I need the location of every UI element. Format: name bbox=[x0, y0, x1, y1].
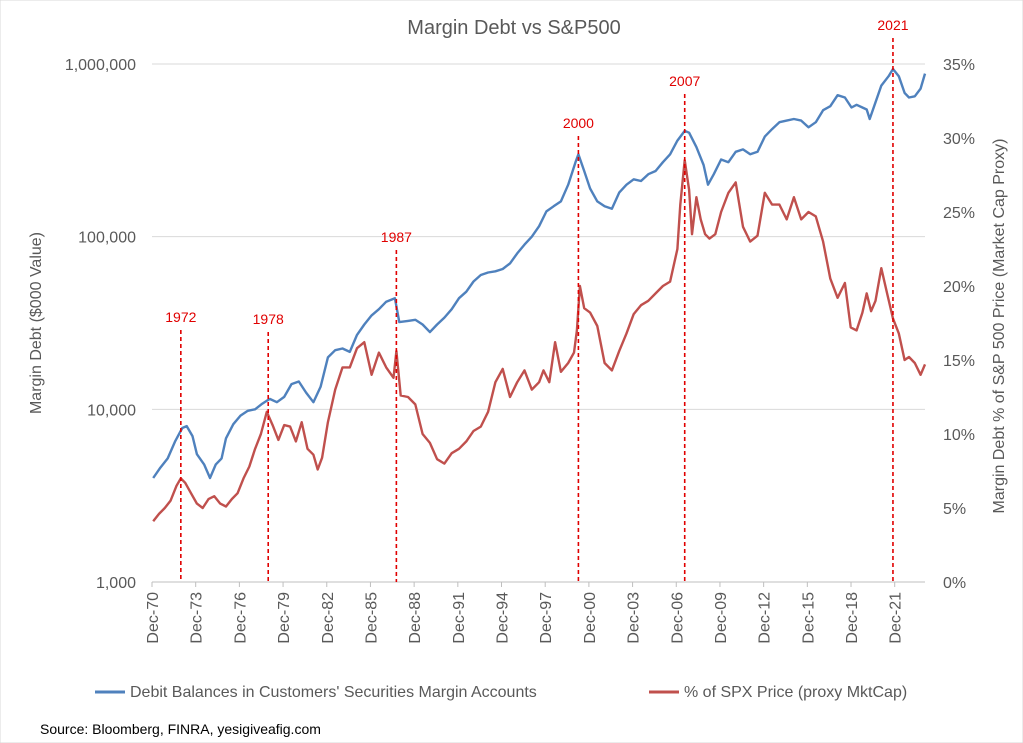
event-label: 2007 bbox=[669, 73, 700, 89]
x-tick-label: Dec-70 bbox=[145, 592, 162, 644]
tick-layer: 1,000 10,000 100,000 1,000,000 0% 5% 10% 15% 20%… bbox=[65, 57, 975, 644]
series-layer bbox=[152, 67, 927, 523]
event-label: 1972 bbox=[165, 309, 196, 325]
x-tick-label: Dec-88 bbox=[407, 592, 424, 644]
event-label: 1987 bbox=[381, 229, 412, 245]
grid-layer bbox=[151, 63, 925, 587]
y-right-tick-label: 15% bbox=[943, 353, 975, 370]
x-tick-label: Dec-18 bbox=[844, 592, 861, 644]
y-right-tick-label: 20% bbox=[943, 279, 975, 296]
legend: Debit Balances in Customers' Securities … bbox=[95, 684, 907, 701]
x-tick-label: Dec-91 bbox=[451, 592, 468, 644]
y-left-tick-label: 1,000,000 bbox=[65, 57, 136, 74]
y-right-tick-label: 5% bbox=[943, 501, 966, 518]
x-tick-label: Dec-85 bbox=[363, 592, 380, 644]
x-tick-label: Dec-15 bbox=[800, 592, 817, 644]
x-tick-label: Dec-06 bbox=[669, 592, 686, 644]
y-right-tick-label: 30% bbox=[943, 131, 975, 148]
y-right-axis-title: Margin Debt % of S&P 500 Price (Market C… bbox=[991, 139, 1008, 514]
legend-label-spx-pct: % of SPX Price (proxy MktCap) bbox=[684, 684, 907, 701]
y-left-tick-label: 10,000 bbox=[87, 402, 136, 419]
series-line-spx-pct bbox=[152, 158, 927, 523]
y-right-tick-label: 35% bbox=[943, 57, 975, 74]
y-right-tick-label: 0% bbox=[943, 575, 966, 592]
x-tick-label: Dec-21 bbox=[888, 592, 905, 644]
x-tick-label: Dec-94 bbox=[495, 592, 512, 644]
y-right-tick-label: 10% bbox=[943, 427, 975, 444]
legend-label-margin-debt: Debit Balances in Customers' Securities … bbox=[130, 684, 537, 701]
x-tick-label: Dec-73 bbox=[189, 592, 206, 644]
event-layer: 1972 1978 1987 2000 2007 2021 bbox=[165, 17, 909, 582]
x-tick-label: Dec-12 bbox=[757, 592, 774, 644]
x-tick-label: Dec-97 bbox=[538, 592, 555, 644]
y-right-tick-label: 25% bbox=[943, 205, 975, 222]
y-left-tick-label: 100,000 bbox=[78, 230, 136, 247]
source-note: Source: Bloomberg, FINRA, yesigiveafig.c… bbox=[40, 721, 321, 737]
x-tick-label: Dec-76 bbox=[232, 592, 249, 644]
event-label: 2021 bbox=[877, 17, 908, 33]
series-line-margin-debt bbox=[152, 67, 927, 480]
y-left-tick-label: 1,000 bbox=[96, 575, 136, 592]
y-left-axis-title: Margin Debt ($000 Value) bbox=[28, 232, 45, 414]
x-tick-label: Dec-79 bbox=[276, 592, 293, 644]
x-tick-label: Dec-00 bbox=[582, 592, 599, 644]
event-label: 1978 bbox=[253, 311, 284, 327]
x-tick-label: Dec-09 bbox=[713, 592, 730, 644]
x-tick-label: Dec-82 bbox=[320, 592, 337, 644]
event-label: 2000 bbox=[563, 115, 594, 131]
x-tick-label: Dec-03 bbox=[626, 592, 643, 644]
chart-title: Margin Debt vs S&P500 bbox=[407, 17, 620, 39]
